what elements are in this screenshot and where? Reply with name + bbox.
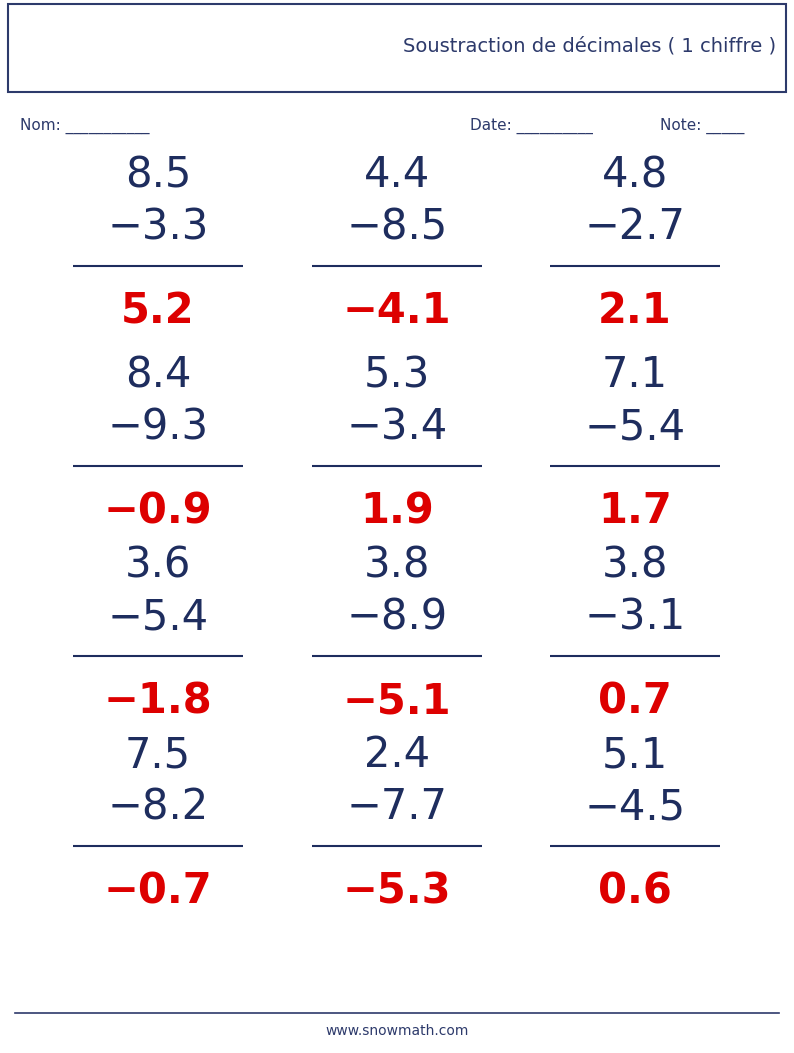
Text: −8.2: −8.2 bbox=[107, 786, 209, 828]
Text: 0.6: 0.6 bbox=[598, 870, 672, 912]
Bar bbox=[8, 4, 786, 92]
Text: 3.8: 3.8 bbox=[602, 544, 669, 587]
Text: −3.3: −3.3 bbox=[107, 206, 209, 249]
Text: −9.3: −9.3 bbox=[107, 406, 209, 448]
Text: Soustraction de décimales ( 1 chiffre ): Soustraction de décimales ( 1 chiffre ) bbox=[403, 37, 776, 56]
Text: −3.1: −3.1 bbox=[584, 596, 686, 638]
Text: 3.8: 3.8 bbox=[364, 544, 430, 587]
Text: 7.1: 7.1 bbox=[602, 354, 668, 396]
Text: 1.9: 1.9 bbox=[360, 490, 434, 532]
Text: 4.8: 4.8 bbox=[602, 154, 669, 196]
Text: 8.5: 8.5 bbox=[125, 154, 191, 196]
Text: Note: _____: Note: _____ bbox=[660, 118, 745, 134]
Text: Date: __________: Date: __________ bbox=[470, 118, 593, 134]
Text: 5.3: 5.3 bbox=[364, 354, 430, 396]
Text: −7.7: −7.7 bbox=[346, 786, 448, 828]
Text: −1.8: −1.8 bbox=[104, 680, 212, 722]
Text: −5.4: −5.4 bbox=[107, 596, 209, 638]
Text: 5.1: 5.1 bbox=[602, 734, 668, 776]
Text: −4.1: −4.1 bbox=[343, 290, 451, 332]
Text: −5.1: −5.1 bbox=[343, 680, 451, 722]
Text: −5.3: −5.3 bbox=[343, 870, 451, 912]
Text: www.snowmath.com: www.snowmath.com bbox=[326, 1024, 468, 1038]
Text: −8.9: −8.9 bbox=[346, 596, 448, 638]
Text: 1.7: 1.7 bbox=[598, 490, 672, 532]
Text: −3.4: −3.4 bbox=[346, 406, 448, 448]
Text: −5.4: −5.4 bbox=[584, 406, 685, 448]
Text: 5.2: 5.2 bbox=[121, 290, 195, 332]
Text: 0.7: 0.7 bbox=[598, 680, 672, 722]
Text: −8.5: −8.5 bbox=[346, 206, 448, 249]
Text: 2.1: 2.1 bbox=[598, 290, 672, 332]
Text: −0.7: −0.7 bbox=[104, 870, 212, 912]
Text: 7.5: 7.5 bbox=[125, 734, 191, 776]
Text: 2.4: 2.4 bbox=[364, 734, 430, 776]
Text: −4.5: −4.5 bbox=[584, 786, 685, 828]
Text: 4.4: 4.4 bbox=[364, 154, 430, 196]
Text: −2.7: −2.7 bbox=[584, 206, 685, 249]
Text: −0.9: −0.9 bbox=[104, 490, 212, 532]
Text: 3.6: 3.6 bbox=[125, 544, 191, 587]
Text: Nom: ___________: Nom: ___________ bbox=[20, 118, 149, 134]
Text: 8.4: 8.4 bbox=[125, 354, 191, 396]
